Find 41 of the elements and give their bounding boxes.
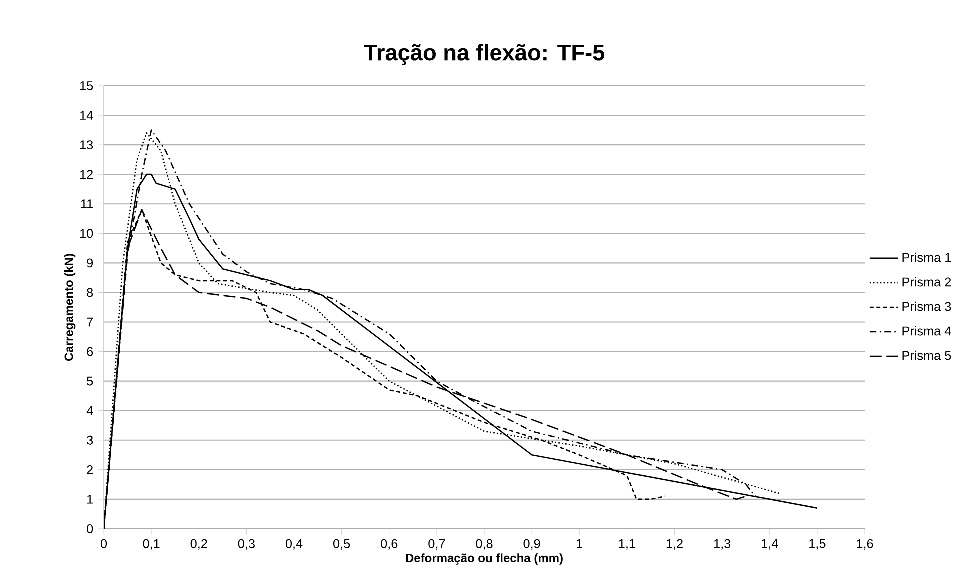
y-tick-label: 8 <box>87 288 94 298</box>
x-tick-label: 1,5 <box>810 539 826 550</box>
chart-title: Tração na flexão: TF-5 <box>364 44 605 66</box>
x-tick-label: 1,2 <box>666 539 683 550</box>
x-tick-label: 1,4 <box>762 539 778 550</box>
y-tick-label: 2 <box>87 465 93 474</box>
x-tick-label: 1,6 <box>857 539 874 550</box>
x-tick-label: 0,5 <box>334 539 350 550</box>
y-tick-label: 3 <box>87 436 94 445</box>
y-tick-label: 9 <box>87 258 94 268</box>
x-tick-label: 1 <box>577 539 583 548</box>
legend-label: Prisma 1 <box>902 252 952 262</box>
x-tick-label: 0,9 <box>524 539 540 550</box>
x-tick-label: 0,3 <box>238 539 255 550</box>
y-tick-label: 7 <box>87 318 93 327</box>
x-tick-label: 0,8 <box>476 539 493 550</box>
y-tick-label: 1 <box>88 495 93 504</box>
legend-label: Prisma 4 <box>902 326 952 336</box>
x-tick-label: 0,4 <box>286 539 303 550</box>
y-tick-label: 10 <box>80 229 94 238</box>
y-tick-label: 5 <box>87 376 94 386</box>
x-tick-label: 0,2 <box>190 539 208 550</box>
legend-label: Prisma 5 <box>902 350 952 360</box>
x-axis-title: Deformação ou flecha (mm) <box>406 554 563 565</box>
y-tick-label: 6 <box>87 347 94 356</box>
x-tick-label: 0,7 <box>428 539 446 550</box>
y-axis-title: Carregamento (kN) <box>64 254 76 361</box>
y-tick-label: 11 <box>81 200 93 208</box>
y-tick-label: 13 <box>80 140 94 150</box>
y-tick-label: 15 <box>80 82 94 90</box>
x-tick-label: 1,1 <box>619 539 636 550</box>
y-tick-label: 4 <box>86 406 94 416</box>
y-tick-label: 14 <box>80 111 94 120</box>
legend-label: Prisma 2 <box>902 277 952 287</box>
legend-label: Prisma 3 <box>902 302 952 312</box>
x-tick-label: 0,1 <box>143 539 160 550</box>
y-tick-label: 12 <box>80 170 93 180</box>
x-tick-label: 0,6 <box>381 539 398 550</box>
y-tick-label: 0 <box>87 524 94 534</box>
x-tick-label: 0 <box>100 539 108 548</box>
x-tick-label: 1,3 <box>714 539 731 550</box>
